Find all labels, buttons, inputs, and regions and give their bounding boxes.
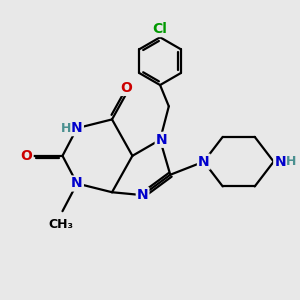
- Text: Cl: Cl: [153, 22, 167, 36]
- Text: H: H: [61, 122, 71, 135]
- Text: N: N: [137, 188, 148, 202]
- Text: H: H: [286, 155, 296, 168]
- Text: N: N: [274, 155, 286, 169]
- Text: N: N: [198, 155, 210, 169]
- Text: N: N: [71, 176, 83, 190]
- Text: N: N: [156, 133, 167, 147]
- Text: O: O: [21, 149, 33, 163]
- Text: O: O: [121, 81, 133, 95]
- Text: N: N: [71, 121, 83, 135]
- Text: CH₃: CH₃: [49, 218, 74, 231]
